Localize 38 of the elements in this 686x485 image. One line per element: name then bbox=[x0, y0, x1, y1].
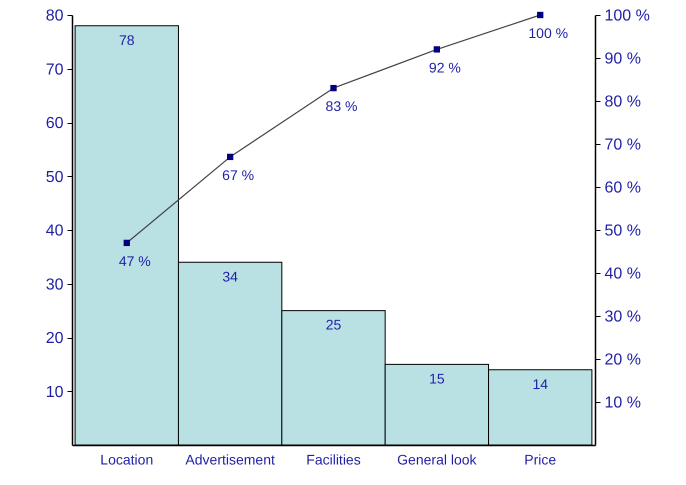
y2-tick-label: 80 % bbox=[604, 94, 641, 110]
y2-tick-label: 40 % bbox=[604, 266, 641, 282]
x-tick-label: Location bbox=[100, 452, 154, 468]
y2-tick-label: 10 % bbox=[604, 394, 641, 412]
data-label: 100 % bbox=[528, 25, 568, 41]
y-tick-label: 20 bbox=[46, 330, 64, 347]
data-label: 83 % bbox=[326, 98, 358, 114]
y2-tick-label: 70 % bbox=[604, 136, 641, 154]
x-tick-label: Price bbox=[524, 452, 556, 468]
data-label: 47 % bbox=[118, 252, 151, 269]
y2-tick-label: 20 % bbox=[604, 352, 641, 368]
data-label: 67 % bbox=[222, 166, 254, 183]
y-tick-label: 80 bbox=[46, 8, 64, 24]
x-tick-label: Advertisement bbox=[185, 452, 275, 468]
x-tick-label: General look bbox=[397, 452, 478, 468]
data-label: 34 bbox=[222, 268, 238, 284]
y-tick-label: 30 bbox=[46, 276, 64, 294]
point bbox=[537, 12, 544, 18]
y-tick-label: 40 bbox=[46, 222, 64, 240]
data-label: 25 bbox=[326, 316, 342, 333]
y2-tick-label: 60 % bbox=[604, 180, 641, 196]
y2-tick-label: 30 % bbox=[604, 308, 641, 326]
y2-tick-label: 50 % bbox=[604, 222, 641, 240]
data-label: 14 bbox=[532, 376, 548, 392]
y-tick-label: 60 bbox=[46, 115, 64, 132]
y2-tick-label: 90 % bbox=[604, 50, 641, 68]
data-label: 92 % bbox=[428, 59, 461, 76]
data-label: 15 bbox=[429, 370, 445, 386]
point bbox=[434, 46, 440, 53]
point bbox=[226, 154, 234, 160]
y-tick-label: 70 bbox=[46, 61, 64, 78]
point bbox=[330, 84, 337, 92]
y-tick-label: 10 bbox=[46, 384, 64, 401]
x-tick-label: Facilities bbox=[306, 452, 361, 468]
point bbox=[124, 240, 130, 246]
y2-tick-label: 100 % bbox=[604, 8, 650, 24]
y-tick-label: 50 bbox=[46, 168, 64, 186]
data-label: 78 bbox=[118, 32, 135, 48]
